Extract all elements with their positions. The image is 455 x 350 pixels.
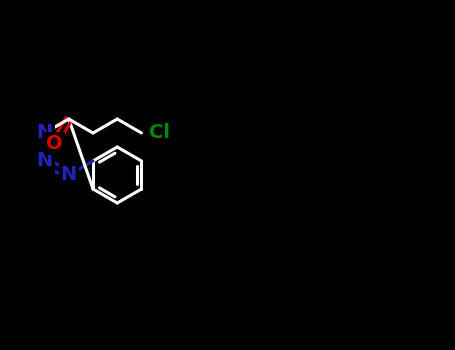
- Text: O: O: [46, 134, 63, 153]
- Text: N: N: [61, 166, 77, 184]
- Text: N: N: [36, 124, 53, 142]
- Text: Cl: Cl: [149, 124, 170, 142]
- Text: N: N: [36, 152, 53, 170]
